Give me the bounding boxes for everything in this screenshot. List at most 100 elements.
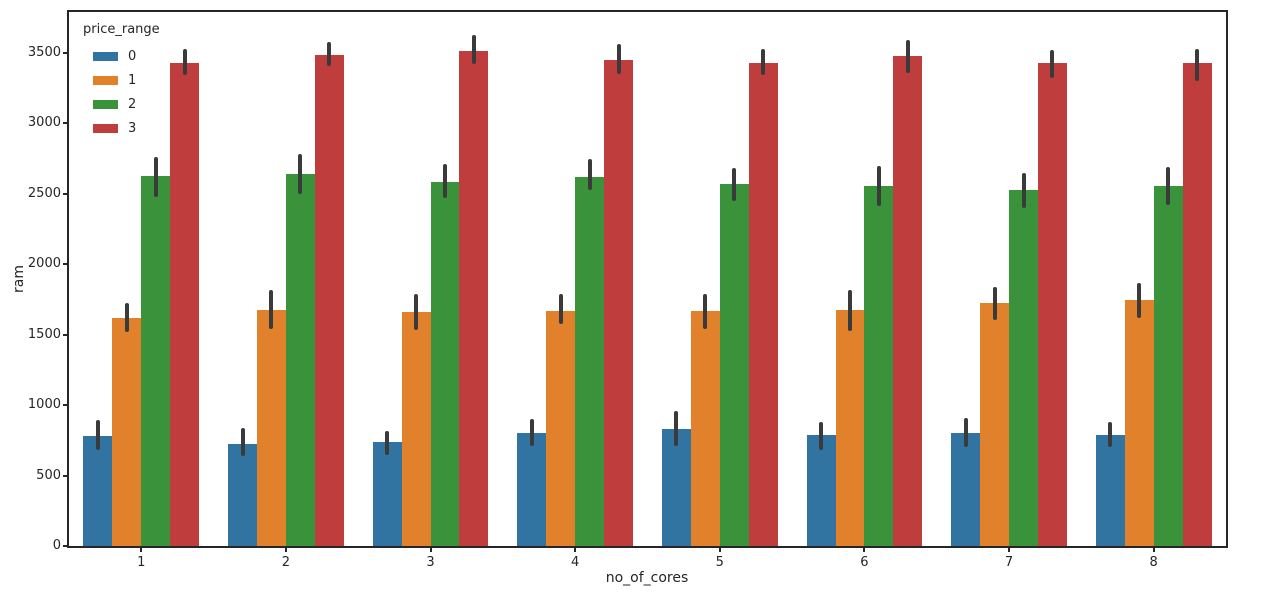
error-bar-cores6-range3 — [905, 40, 910, 73]
error-bar-cores4-range2 — [587, 158, 592, 190]
bar-cores1-range1 — [112, 318, 142, 546]
x-tick-mark — [1152, 548, 1155, 552]
legend-entry-0: 0 — [79, 44, 160, 68]
bar-cores3-range0 — [372, 442, 402, 546]
bar-cores4-range1 — [546, 311, 576, 546]
bar-cores8-range3 — [1182, 63, 1212, 546]
y-tick-mark — [63, 404, 67, 407]
error-bar-cores5-range3 — [761, 48, 766, 76]
x-tick-label: 2 — [281, 555, 291, 570]
error-bar-cores6-range2 — [876, 165, 881, 207]
error-bar-cores1-range1 — [124, 302, 129, 332]
y-tick-mark — [63, 122, 67, 125]
bar-cores8-range2 — [1153, 186, 1183, 546]
error-bar-cores3-range0 — [385, 431, 390, 456]
bar-cores3-range2 — [430, 182, 460, 546]
x-tick-mark — [574, 548, 577, 552]
legend-label: 0 — [128, 48, 137, 64]
y-tick-label: 3500 — [27, 44, 61, 60]
legend-label: 2 — [128, 96, 137, 112]
error-bar-cores6-range0 — [819, 422, 824, 451]
x-axis-label: no_of_cores — [605, 570, 689, 586]
error-bar-cores3-range1 — [414, 293, 419, 330]
y-tick-label: 0 — [52, 538, 61, 553]
bar-cores6-range0 — [806, 435, 836, 546]
error-bar-cores5-range0 — [674, 411, 679, 446]
error-bar-cores2-range2 — [298, 154, 303, 194]
x-tick-mark — [140, 548, 143, 552]
legend-entry-3: 3 — [79, 116, 160, 140]
x-tick-label: 7 — [1004, 555, 1014, 570]
error-bar-cores2-range3 — [327, 42, 332, 66]
bar-cores3-range3 — [459, 50, 489, 546]
bar-cores8-range1 — [1124, 300, 1154, 546]
legend: price_range 0 1 2 3 — [79, 22, 160, 140]
error-bar-cores3-range3 — [471, 34, 476, 65]
legend-title: price_range — [83, 22, 160, 37]
bar-cores6-range3 — [893, 55, 923, 546]
error-bar-cores1-range3 — [182, 48, 187, 76]
legend-swatch — [93, 51, 118, 61]
y-tick-mark — [63, 192, 67, 195]
error-bar-cores2-range0 — [240, 428, 245, 456]
bar-cores5-range2 — [719, 183, 749, 546]
bar-cores5-range0 — [661, 429, 691, 546]
legend-swatch — [93, 99, 118, 109]
error-bar-cores8-range3 — [1195, 48, 1200, 82]
error-bar-cores7-range1 — [992, 286, 997, 320]
bar-cores6-range1 — [835, 309, 865, 546]
legend-swatch — [93, 75, 118, 85]
error-bar-cores5-range1 — [703, 294, 708, 329]
bar-cores7-range1 — [980, 302, 1010, 546]
bar-cores4-range0 — [517, 432, 547, 546]
y-tick-label: 2500 — [27, 185, 61, 201]
error-bar-cores2-range1 — [269, 290, 274, 329]
error-bar-cores7-range0 — [963, 417, 968, 447]
y-tick-mark — [63, 545, 67, 547]
x-tick-label: 4 — [571, 555, 580, 570]
y-tick-label: 500 — [36, 467, 61, 483]
error-bar-cores8-range0 — [1108, 422, 1113, 448]
legend-entry-2: 2 — [79, 92, 160, 116]
x-tick-mark — [1008, 548, 1011, 552]
error-bar-cores5-range2 — [732, 168, 737, 201]
bar-cores8-range0 — [1095, 435, 1125, 546]
bar-cores5-range1 — [690, 311, 720, 546]
error-bar-cores4-range0 — [529, 419, 534, 446]
legend-swatch — [93, 123, 118, 133]
bar-cores7-range0 — [951, 433, 981, 546]
bar-cores2-range2 — [285, 174, 315, 546]
y-tick-mark — [63, 333, 67, 336]
x-tick-mark — [429, 548, 432, 552]
error-bar-cores8-range1 — [1137, 282, 1142, 318]
bar-cores5-range3 — [748, 62, 778, 546]
y-tick-mark — [63, 263, 67, 266]
error-bar-cores7-range2 — [1021, 172, 1026, 208]
y-tick-label: 3000 — [27, 115, 61, 131]
x-tick-mark — [718, 548, 721, 552]
y-tick-label: 1500 — [27, 326, 61, 342]
bar-cores7-range2 — [1009, 189, 1038, 546]
legend-entry-1: 1 — [79, 68, 160, 92]
y-tick-mark — [63, 474, 67, 477]
x-tick-mark — [863, 548, 866, 552]
bar-cores1-range3 — [170, 62, 200, 546]
bar-cores4-range3 — [604, 59, 634, 546]
error-bar-cores3-range2 — [443, 164, 448, 198]
bar-cores7-range3 — [1037, 63, 1067, 546]
bar-cores1-range0 — [83, 436, 113, 546]
x-tick-label: 3 — [426, 555, 435, 570]
error-bar-cores4-range1 — [558, 294, 563, 325]
error-bar-cores6-range1 — [847, 289, 852, 332]
legend-entries: 0 1 2 3 — [79, 44, 160, 140]
error-bar-cores7-range3 — [1050, 50, 1055, 79]
x-tick-label: 1 — [137, 555, 146, 570]
bar-cores3-range1 — [401, 312, 431, 546]
x-tick-label: 6 — [860, 555, 869, 570]
y-tick-label: 1000 — [27, 397, 61, 413]
bar-cores6-range2 — [864, 186, 894, 546]
y-tick-mark — [63, 51, 67, 54]
plot-area: price_range 0 1 2 3 0 500 1000 1500 2000 2500 300… — [28, 10, 1228, 570]
x-tick-label: 8 — [1149, 555, 1158, 570]
